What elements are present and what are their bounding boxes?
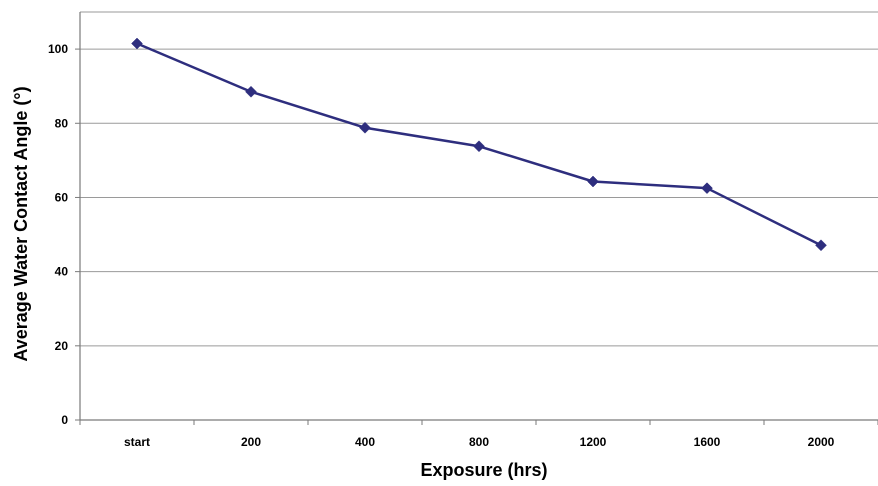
- x-axis-title: Exposure (hrs): [420, 460, 547, 480]
- x-tick-label: 2000: [808, 435, 835, 449]
- x-tick-label: start: [124, 435, 150, 449]
- gridlines: [80, 11, 878, 347]
- x-tick-label: 1600: [694, 435, 721, 449]
- y-tick-label: 20: [55, 339, 69, 353]
- data-point-1200: [587, 175, 599, 188]
- data-point-start: [131, 37, 143, 50]
- axes: [75, 12, 878, 425]
- y-tick-label: 60: [55, 190, 69, 204]
- x-tick-label: 1200: [580, 435, 607, 449]
- tick-labels: 0 20 40 60 80 100 start 200 400 800 1200 1600 2000: [48, 42, 835, 449]
- data-point-1600: [701, 182, 713, 195]
- x-tick-label: 200: [241, 435, 261, 449]
- series: [131, 37, 827, 252]
- y-tick-label: 0: [61, 413, 68, 427]
- y-tick-label: 100: [48, 42, 68, 56]
- data-point-2000: [815, 239, 827, 252]
- data-point-200: [245, 85, 257, 98]
- y-axis-title: Average Water Contact Angle (°): [11, 86, 31, 361]
- data-point-800: [473, 140, 485, 153]
- data-point-400: [359, 121, 371, 134]
- y-tick-label: 40: [55, 265, 69, 279]
- x-tick-label: 400: [355, 435, 375, 449]
- x-tick-label: 800: [469, 435, 489, 449]
- y-tick-label: 80: [55, 116, 69, 130]
